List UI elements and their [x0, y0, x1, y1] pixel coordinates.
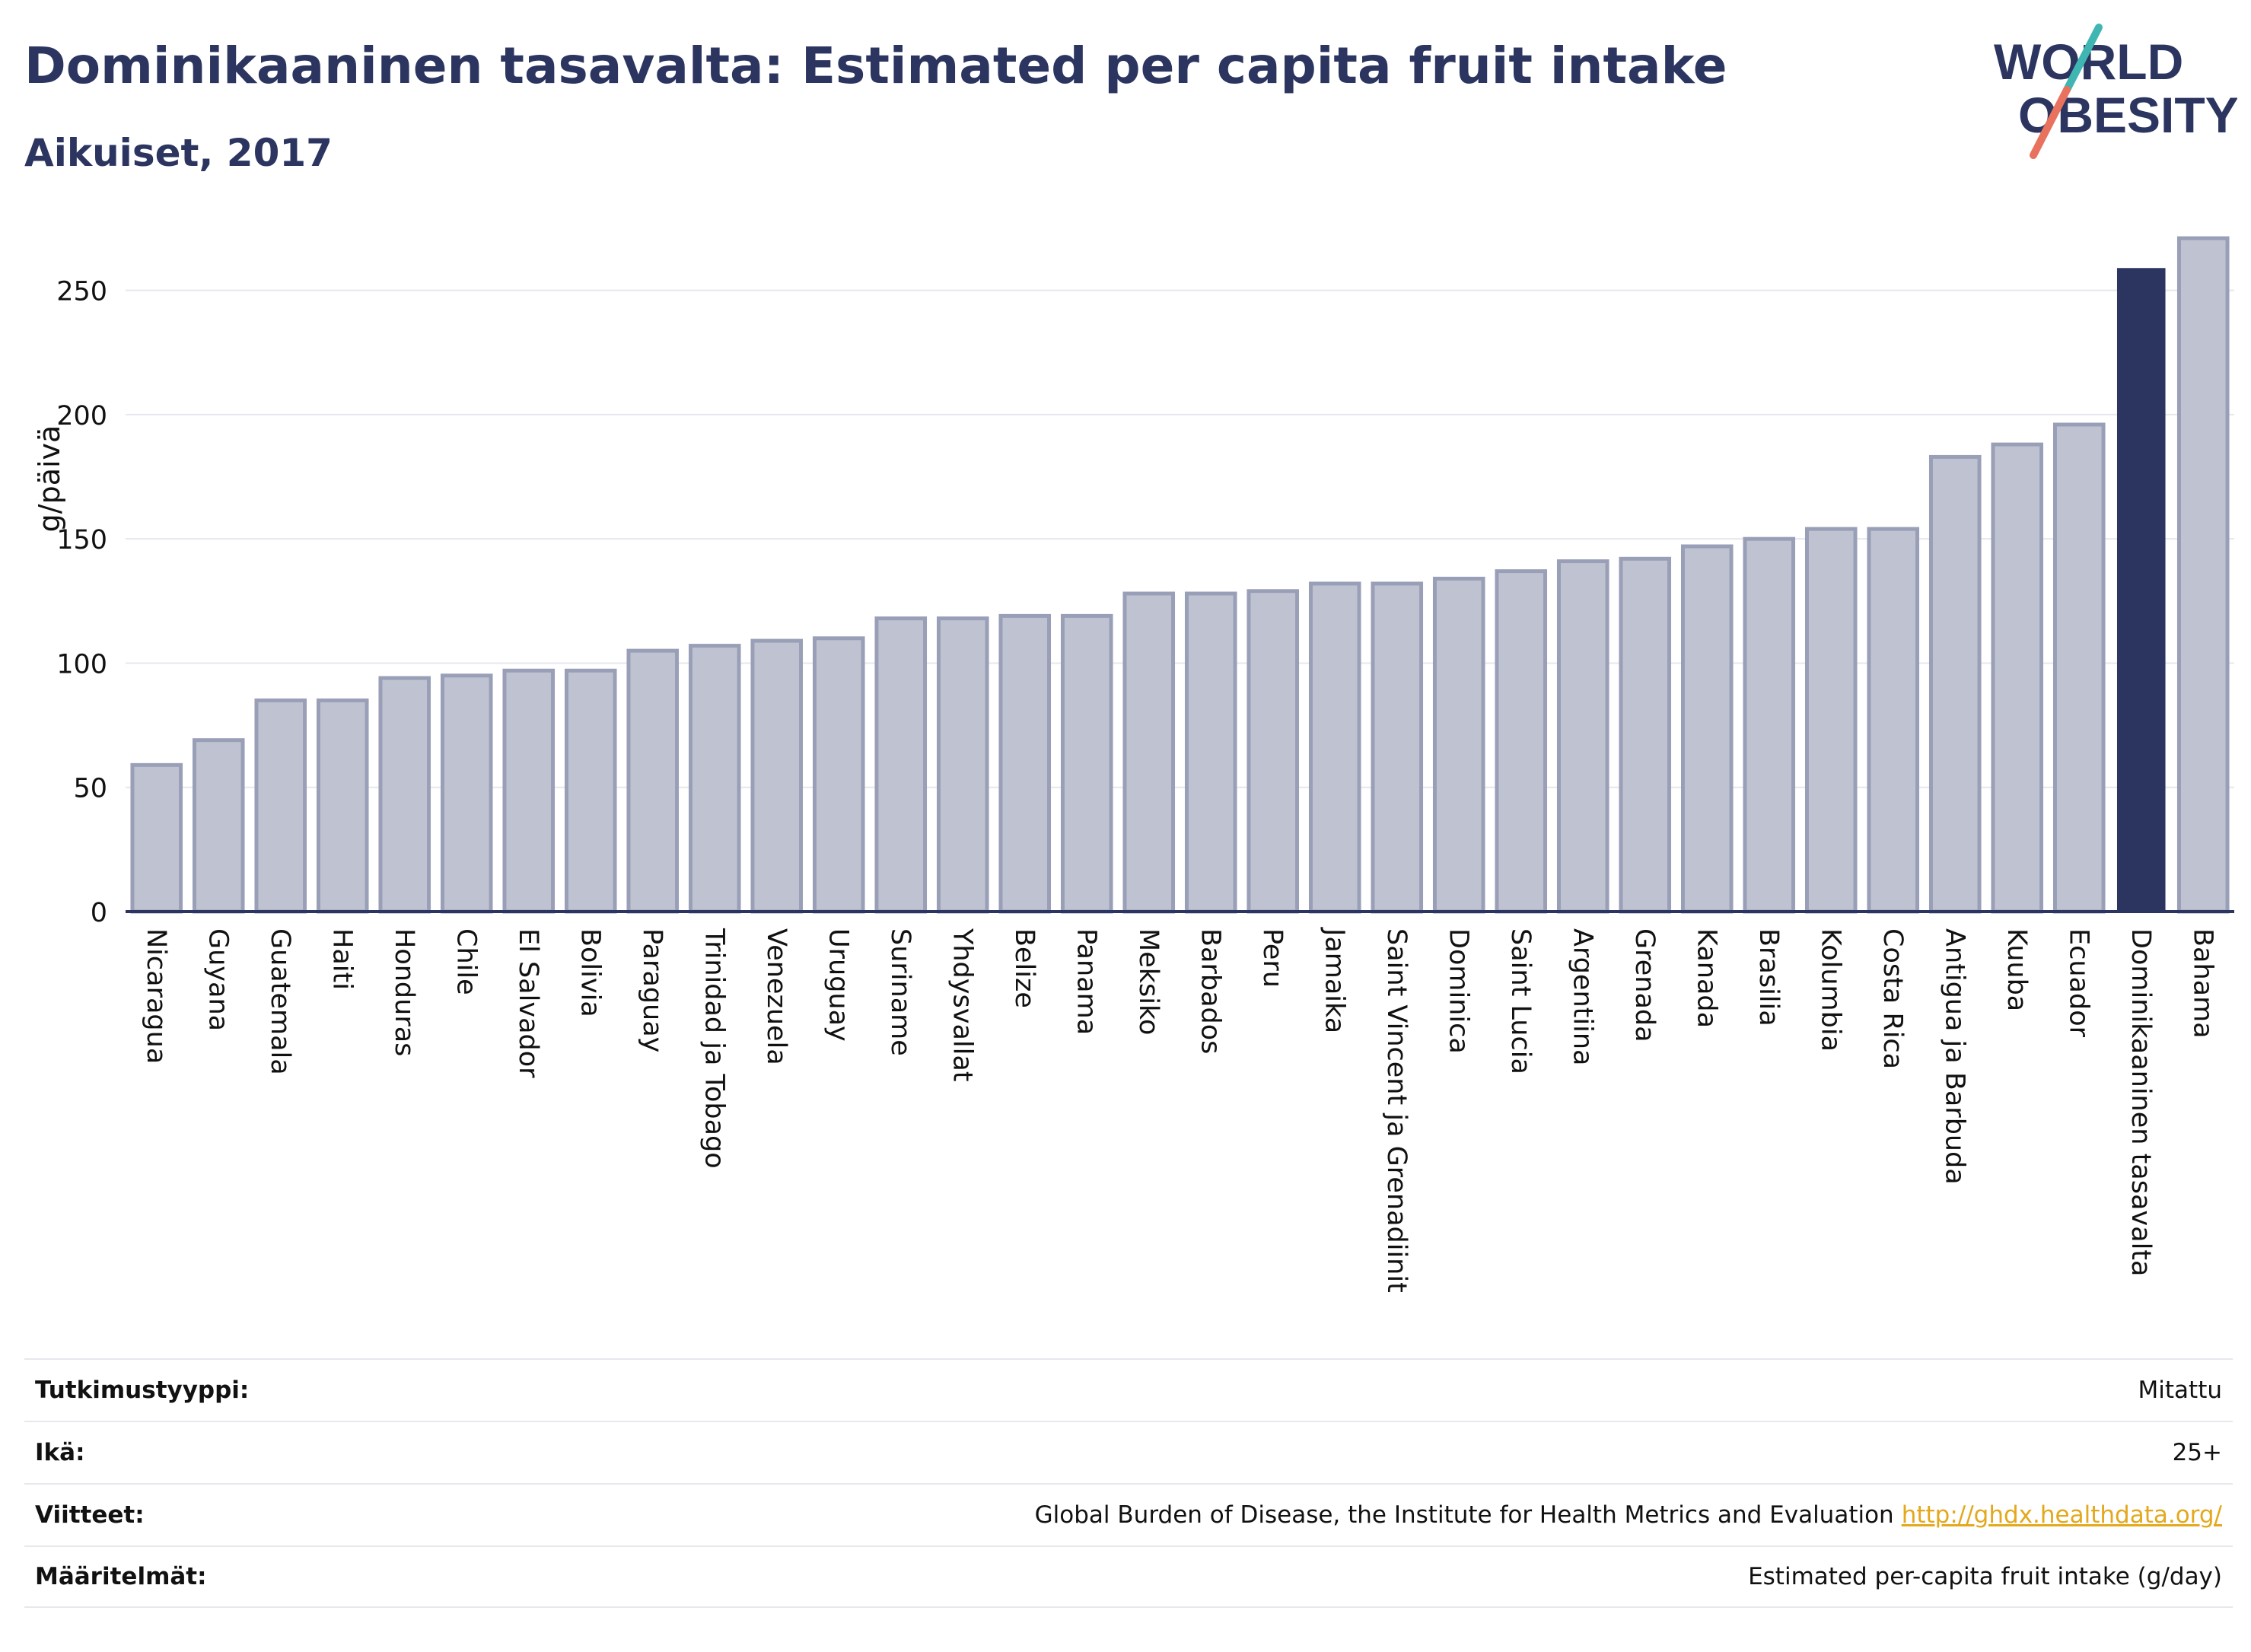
- x-tick-label: Antigua ja Barbuda: [1939, 928, 1969, 1185]
- bar: [626, 648, 680, 914]
- y-tick-label: 0: [91, 898, 107, 928]
- x-tick-label: Jamaika: [1319, 927, 1349, 1033]
- bar: [688, 644, 741, 914]
- x-tick-label: Uruguay: [823, 928, 853, 1042]
- info-value: 25+: [2172, 1439, 2222, 1466]
- x-tick-label: Paraguay: [637, 928, 667, 1052]
- x-tick-label: Honduras: [389, 928, 419, 1056]
- y-axis-title: g/päivä: [33, 425, 66, 533]
- bar: [254, 698, 307, 914]
- x-tick-label: Haiti: [326, 928, 357, 990]
- x-tick-label: Peru: [1257, 928, 1288, 988]
- bar: [1371, 581, 1424, 914]
- y-tick-label: 50: [73, 774, 107, 804]
- bar: [130, 762, 183, 914]
- x-tick-label: Grenada: [1629, 928, 1660, 1042]
- x-tick-label: Kuuba: [2001, 928, 2032, 1011]
- bar: [1556, 559, 1609, 914]
- bar: [750, 638, 804, 914]
- y-tick-label: 250: [56, 277, 107, 307]
- logo-slash-teal: [2063, 24, 2103, 94]
- bar: [1308, 581, 1361, 914]
- x-tick-label: Saint Lucia: [1505, 928, 1536, 1074]
- y-tick-label: 200: [56, 401, 107, 431]
- info-label: Viitteet:: [35, 1501, 145, 1529]
- x-tick-label: Suriname: [885, 928, 915, 1056]
- bar: [378, 676, 431, 914]
- x-tick-label: Brasilia: [1753, 928, 1784, 1027]
- info-label: Ikä:: [35, 1439, 85, 1466]
- bar: [502, 668, 556, 914]
- x-tick-label: Kanada: [1691, 928, 1721, 1028]
- bar: [2176, 236, 2230, 914]
- x-tick-label: Trinidad ja Tobago: [699, 928, 729, 1169]
- bar: [192, 738, 245, 914]
- info-label: Määritelmät:: [35, 1563, 207, 1590]
- y-tick-label: 100: [56, 649, 107, 680]
- x-tick-label: Kolumbia: [1815, 928, 1845, 1052]
- x-tick-label: Dominikaaninen tasavalta: [2125, 928, 2156, 1276]
- bar: [1619, 556, 1672, 914]
- reference-link[interactable]: http://ghdx.healthdata.org/: [1901, 1501, 2222, 1529]
- bar: [1928, 454, 1982, 914]
- bar: [1246, 589, 1300, 914]
- x-tick-label: Guatemala: [265, 928, 295, 1075]
- bar: [440, 673, 493, 914]
- x-tick-label: Meksiko: [1133, 928, 1164, 1035]
- bar: [998, 613, 1052, 914]
- x-tick-label: Bolivia: [575, 928, 605, 1017]
- bar: [1867, 527, 1920, 914]
- info-value: Global Burden of Disease, the Institute …: [1034, 1501, 1894, 1529]
- x-tick-label: Saint Vincent ja Grenadiinit: [1381, 928, 1412, 1293]
- logo-slash-coral: [2030, 86, 2071, 159]
- info-row-age: Ikä: 25+: [24, 1421, 2233, 1483]
- x-tick-label: Belize: [1009, 928, 1040, 1008]
- x-tick-label: Bahama: [2187, 928, 2218, 1039]
- bar: [1060, 613, 1113, 914]
- x-tick-label: Barbados: [1195, 928, 1225, 1054]
- y-tick-label: 150: [56, 525, 107, 555]
- x-tick-label: El Salvador: [513, 928, 543, 1078]
- x-tick-label: Dominica: [1443, 928, 1473, 1054]
- x-tick-label: Ecuador: [2063, 928, 2093, 1038]
- x-tick-label: Venezuela: [761, 928, 791, 1065]
- x-tick-label: Yhdysvallat: [947, 928, 977, 1082]
- info-row-definitions: Määritelmät: Estimated per-capita fruit …: [24, 1545, 2233, 1608]
- bar-chart: 0 50 100 150 200 250 Nicaragua Guyana Guatemala…: [33, 236, 2234, 1293]
- info-value: Mitattu: [2138, 1377, 2222, 1404]
- bar: [1743, 536, 1796, 914]
- x-tick-labels: Nicaragua Guyana Guatemala Haiti Honduras Chi…: [141, 927, 2218, 1293]
- bar: [1680, 544, 1734, 914]
- bar: [2052, 422, 2106, 914]
- x-tick-label: Nicaragua: [141, 928, 171, 1064]
- bar: [1804, 527, 1858, 914]
- x-tick-label: Costa Rica: [1877, 928, 1908, 1069]
- bar: [2116, 268, 2166, 912]
- bar: [564, 668, 617, 914]
- x-tick-label: Chile: [451, 928, 481, 995]
- bar: [1432, 576, 1485, 914]
- x-tick-label: Guyana: [202, 928, 233, 1031]
- bar: [1991, 442, 2044, 914]
- info-row-study-type: Tutkimustyyppi: Mitattu: [24, 1358, 2233, 1421]
- bar: [1184, 591, 1237, 914]
- info-label: Tutkimustyyppi:: [35, 1377, 250, 1404]
- info-row-references: Viitteet: Global Burden of Disease, the …: [24, 1483, 2233, 1545]
- bar: [812, 636, 865, 914]
- bars: [130, 236, 2230, 914]
- bar: [316, 698, 369, 914]
- x-tick-label: Argentiina: [1567, 928, 1597, 1065]
- info-table: Tutkimustyyppi: Mitattu Ikä: 25+ Viittee…: [24, 1358, 2233, 1608]
- info-value: Estimated per-capita fruit intake (g/day…: [1748, 1563, 2222, 1590]
- chart-title: Dominikaaninen tasavalta: Estimated per …: [24, 37, 1727, 95]
- bar: [1122, 591, 1176, 914]
- x-tick-label: Panama: [1071, 928, 1101, 1035]
- bar: [874, 616, 928, 914]
- y-tick-labels: 0 50 100 150 200 250: [56, 277, 107, 928]
- info-value-group: Global Burden of Disease, the Institute …: [1035, 1501, 2222, 1529]
- chart-subtitle: Aikuiset, 2017: [24, 131, 333, 175]
- bar: [1495, 569, 1548, 914]
- bar: [936, 616, 989, 914]
- world-obesity-logo: WORLD OBESITY: [1994, 24, 2237, 159]
